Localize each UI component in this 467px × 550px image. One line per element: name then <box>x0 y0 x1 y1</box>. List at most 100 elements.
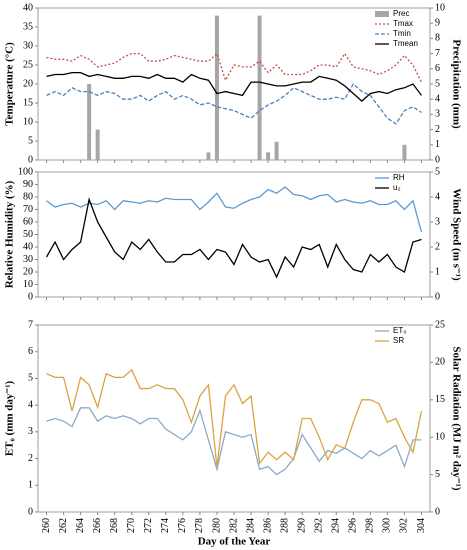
y2-tick-label: 10 <box>435 2 445 13</box>
y-tick-label: 40 <box>23 2 33 13</box>
y2-tick-label: 8 <box>435 33 440 44</box>
x-tick-label: 276 <box>177 518 188 533</box>
x-tick-label: 294 <box>331 518 342 533</box>
y2-tick-label: 4 <box>435 191 440 202</box>
legend-swatch <box>375 11 389 17</box>
plot-frame <box>37 171 431 298</box>
y2-tick-label: 20 <box>435 357 445 368</box>
y2-tick-label: 5 <box>435 78 440 89</box>
y-tick-label: 0 <box>28 506 33 517</box>
bar <box>95 129 100 160</box>
bar <box>274 141 279 160</box>
x-tick-label: 270 <box>126 518 137 533</box>
bar <box>257 15 262 160</box>
x-tick-label: 274 <box>160 518 171 533</box>
y-tick-label: 7 <box>28 319 33 330</box>
y-tick-label: 80 <box>23 191 33 202</box>
legend-label: SR <box>393 336 404 345</box>
legend-label: Tmax <box>393 19 413 28</box>
series-line <box>45 197 422 279</box>
bar <box>214 15 219 160</box>
legend-label: ET₀ <box>393 326 407 335</box>
y-tick-label: 5 <box>28 373 33 384</box>
series-line <box>46 52 423 83</box>
x-tick-label: 282 <box>228 518 239 533</box>
y2-tick-label: 3 <box>435 109 440 120</box>
x-tick-label: 288 <box>279 518 290 533</box>
y2-tick-label: 3 <box>435 216 440 227</box>
bar <box>87 84 92 160</box>
legend-label: Prec <box>393 9 409 18</box>
y-tick-label: 1 <box>28 480 33 491</box>
x-tick-label: 300 <box>382 518 393 533</box>
y-tick-label: 90 <box>23 179 33 190</box>
y2-axis-label: Wind Speed (m s⁻¹) <box>450 188 462 281</box>
y2-tick-label: 4 <box>435 93 440 104</box>
x-tick-label: 262 <box>58 518 69 533</box>
x-tick-label: 292 <box>314 518 325 533</box>
y-tick-label: 20 <box>23 78 33 89</box>
y-tick-label: 3 <box>28 426 33 437</box>
y-axis-label: ET₀ (mm day⁻¹) <box>4 380 16 456</box>
y-axis-label: Relative Humidity (%) <box>4 180 16 288</box>
y-tick-label: 20 <box>23 266 33 277</box>
y2-tick-label: 0 <box>435 154 440 165</box>
x-tick-label: 260 <box>41 518 52 533</box>
y2-tick-label: 1 <box>435 139 440 150</box>
y2-tick-label: 1 <box>435 266 440 277</box>
y2-tick-label: 5 <box>435 166 440 177</box>
y-tick-label: 30 <box>23 40 33 51</box>
y-tick-label: 10 <box>23 279 33 290</box>
x-tick-label: 304 <box>416 518 427 533</box>
y2-tick-label: 2 <box>435 124 440 135</box>
x-axis-label: Day of the Year <box>198 536 271 548</box>
y-axis-label: Temperature (°C) <box>4 42 16 126</box>
y-tick-label: 0 <box>28 291 33 302</box>
y-tick-label: 25 <box>23 59 33 70</box>
y-tick-label: 35 <box>23 21 33 32</box>
y-tick-label: 15 <box>23 97 33 108</box>
x-tick-label: 290 <box>296 518 307 533</box>
y-tick-label: 2 <box>28 453 33 464</box>
legend-label: u₂ <box>393 183 401 192</box>
y2-tick-label: 15 <box>435 394 445 405</box>
y-tick-label: 100 <box>18 166 33 177</box>
x-tick-label: 280 <box>211 518 222 533</box>
y-tick-label: 5 <box>28 135 33 146</box>
x-tick-label: 284 <box>245 518 256 533</box>
y-tick-label: 4 <box>28 399 33 410</box>
legend-label: Tmean <box>393 39 418 48</box>
y2-tick-label: 6 <box>435 63 440 74</box>
y2-tick-label: 9 <box>435 17 440 28</box>
y2-tick-label: 25 <box>435 319 445 330</box>
x-tick-label: 266 <box>92 518 103 533</box>
bar <box>206 152 211 160</box>
x-tick-label: 264 <box>75 518 86 533</box>
y-tick-label: 50 <box>23 229 33 240</box>
x-tick-label: 302 <box>399 518 410 533</box>
series-line <box>46 186 423 233</box>
x-tick-label: 296 <box>348 518 359 533</box>
y-tick-label: 30 <box>23 254 33 265</box>
y-tick-label: 10 <box>23 116 33 127</box>
y-tick-label: 40 <box>23 241 33 252</box>
y2-tick-label: 0 <box>435 291 440 302</box>
y-tick-label: 60 <box>23 216 33 227</box>
x-tick-label: 268 <box>109 518 120 533</box>
bar <box>402 144 407 160</box>
y2-tick-label: 2 <box>435 241 440 252</box>
plot-frame <box>37 324 431 513</box>
y2-tick-label: 7 <box>435 48 440 59</box>
x-tick-label: 272 <box>143 518 154 533</box>
legend-label: RH <box>393 173 405 182</box>
series-line <box>46 71 423 102</box>
y2-axis-label: Precipitation (mm) <box>450 39 462 129</box>
y-tick-label: 0 <box>28 154 33 165</box>
y2-tick-label: 5 <box>435 469 440 480</box>
y2-axis-label: Solar Radiation (MJ m² day⁻¹) <box>450 346 462 491</box>
y-tick-label: 70 <box>23 204 33 215</box>
series-line <box>46 407 422 476</box>
x-tick-label: 298 <box>365 518 376 533</box>
bar <box>266 152 271 160</box>
y2-tick-label: 10 <box>435 431 445 442</box>
